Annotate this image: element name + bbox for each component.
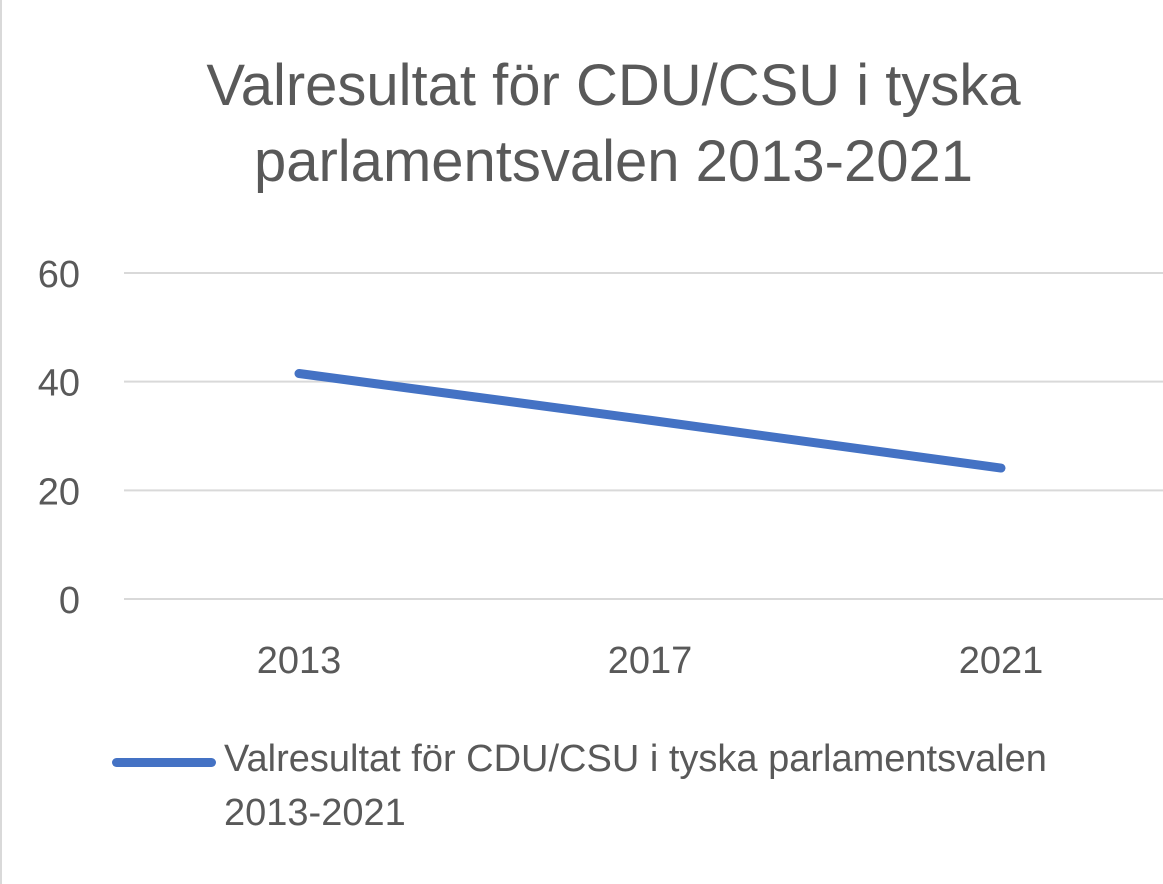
x-tick-label: 2021 — [959, 640, 1044, 682]
y-tick-label: 20 — [38, 471, 80, 513]
legend-swatch — [112, 758, 216, 767]
y-tick-label: 40 — [38, 363, 80, 405]
x-tick-label: 2013 — [257, 640, 342, 682]
x-tick-label: 2017 — [608, 640, 693, 682]
y-tick-label: 60 — [38, 254, 80, 296]
y-tick-label: 0 — [59, 580, 80, 622]
chart-title: Valresultat för CDU/CSU i tyska parlamen… — [206, 53, 1021, 194]
legend-label: Valresultat för CDU/CSU i tyska parlamen… — [224, 738, 1047, 834]
series-line — [294, 369, 1006, 473]
